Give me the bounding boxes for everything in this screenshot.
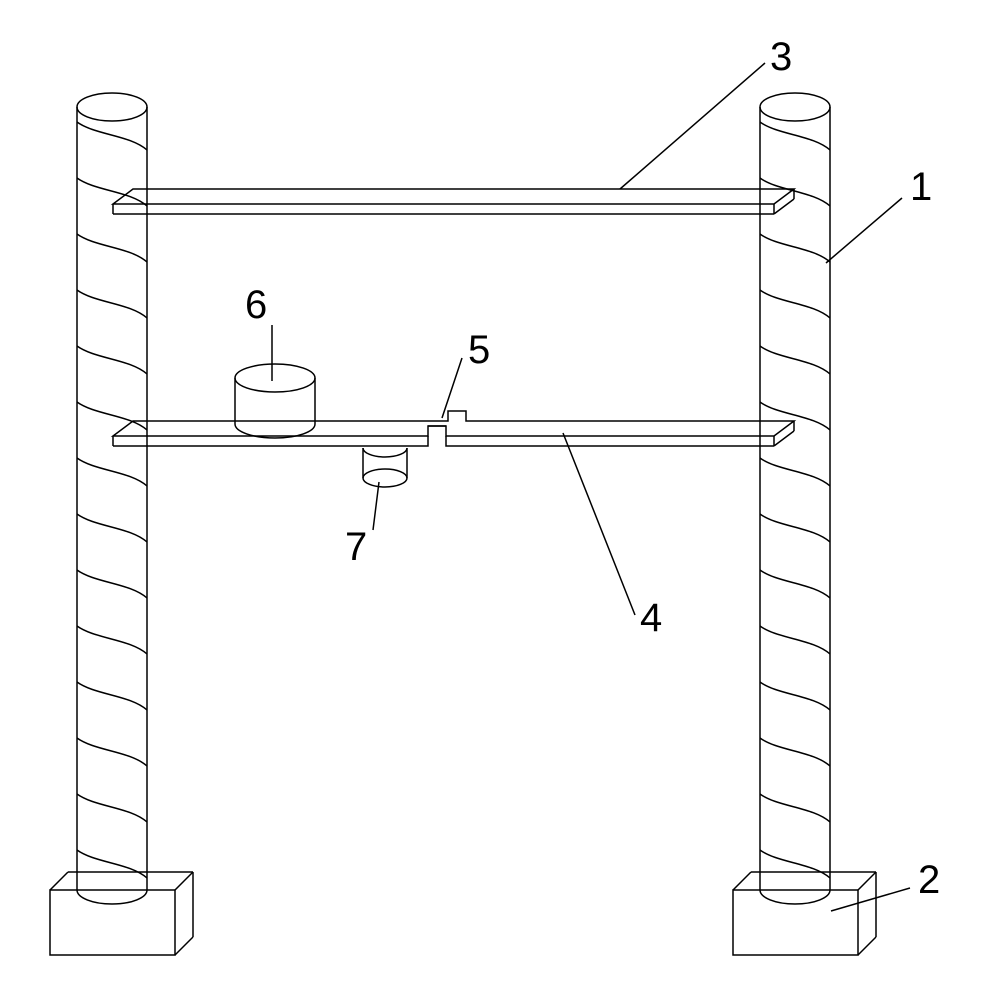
label-1: 1 — [910, 165, 932, 210]
label-4: 4 — [640, 596, 662, 641]
drawing-layer — [50, 63, 910, 955]
label-5: 5 — [468, 328, 490, 373]
base-right — [733, 872, 876, 955]
leader-lines — [272, 63, 910, 911]
base-left — [50, 872, 193, 955]
technical-diagram — [0, 0, 1000, 981]
label-2: 2 — [918, 858, 940, 903]
cylinder-6 — [235, 364, 315, 438]
beam-lower — [113, 411, 794, 446]
label-6: 6 — [245, 283, 267, 328]
label-3: 3 — [770, 35, 792, 80]
cylinder-7 — [363, 448, 407, 487]
label-7: 7 — [345, 525, 367, 570]
beam-upper — [113, 189, 794, 214]
